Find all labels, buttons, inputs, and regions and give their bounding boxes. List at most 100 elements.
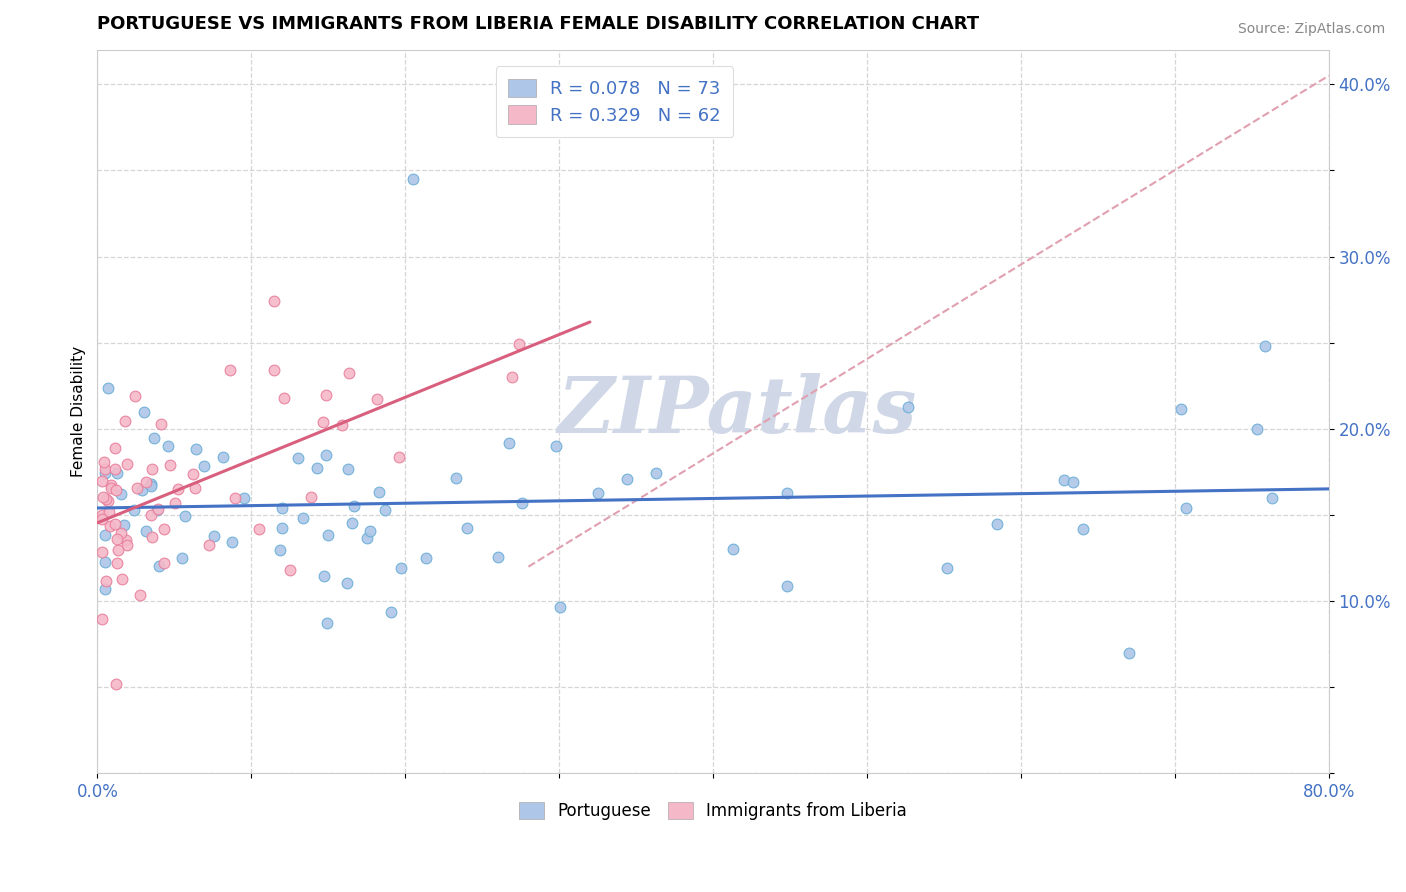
Point <box>721 541 744 556</box>
Point <box>131 483 153 497</box>
Point <box>94 466 117 480</box>
Point <box>342 499 364 513</box>
Point <box>616 472 638 486</box>
Point <box>311 416 333 430</box>
Point <box>105 557 128 571</box>
Point <box>548 599 571 614</box>
Point <box>163 496 186 510</box>
Point <box>198 538 221 552</box>
Point <box>96 492 118 507</box>
Point <box>167 482 190 496</box>
Point <box>1261 491 1284 505</box>
Point <box>1071 522 1094 536</box>
Point <box>263 363 285 377</box>
Point <box>315 388 337 402</box>
Point <box>148 502 170 516</box>
Point <box>135 524 157 538</box>
Point <box>156 439 179 453</box>
Point <box>122 503 145 517</box>
Legend: Portuguese, Immigrants from Liberia: Portuguese, Immigrants from Liberia <box>512 795 914 827</box>
Point <box>315 448 337 462</box>
Point <box>287 450 309 465</box>
Point <box>111 572 134 586</box>
Point <box>389 561 412 575</box>
Point <box>588 485 610 500</box>
Point <box>91 612 114 626</box>
Point <box>307 460 329 475</box>
Point <box>312 569 335 583</box>
Point <box>107 532 129 546</box>
Point <box>128 588 150 602</box>
Point <box>1170 401 1192 416</box>
Point <box>104 441 127 455</box>
Point <box>91 490 114 504</box>
Point <box>183 467 205 481</box>
Point <box>330 418 353 433</box>
Point <box>94 582 117 596</box>
Point <box>124 389 146 403</box>
Point <box>148 558 170 573</box>
Point <box>299 491 322 505</box>
Point <box>546 439 568 453</box>
Point <box>91 474 114 488</box>
Point <box>211 450 233 464</box>
Point <box>97 494 120 508</box>
Point <box>149 417 172 432</box>
Point <box>114 414 136 428</box>
Point <box>1118 646 1140 660</box>
Point <box>115 457 138 471</box>
Point <box>100 477 122 491</box>
Point <box>935 560 957 574</box>
Point <box>115 533 138 547</box>
Point <box>498 436 520 450</box>
Point <box>143 431 166 445</box>
Point <box>366 392 388 406</box>
Point <box>125 481 148 495</box>
Point <box>173 508 195 523</box>
Point <box>367 485 389 500</box>
Point <box>107 466 129 480</box>
Point <box>183 481 205 495</box>
Point <box>359 524 381 538</box>
Point <box>107 542 129 557</box>
Text: Source: ZipAtlas.com: Source: ZipAtlas.com <box>1237 22 1385 37</box>
Point <box>776 579 799 593</box>
Point <box>104 677 127 691</box>
Point <box>94 528 117 542</box>
Point <box>508 337 530 351</box>
Text: PORTUGUESE VS IMMIGRANTS FROM LIBERIA FEMALE DISABILITY CORRELATION CHART: PORTUGUESE VS IMMIGRANTS FROM LIBERIA FE… <box>97 15 980 33</box>
Point <box>897 401 920 415</box>
Point <box>356 531 378 545</box>
Point <box>247 522 270 536</box>
Point <box>510 496 533 510</box>
Point <box>104 461 127 475</box>
Point <box>402 172 425 186</box>
Point <box>193 459 215 474</box>
Point <box>159 458 181 472</box>
Point <box>153 556 176 570</box>
Point <box>132 405 155 419</box>
Point <box>278 563 301 577</box>
Point <box>146 503 169 517</box>
Point <box>271 520 294 534</box>
Point <box>172 550 194 565</box>
Y-axis label: Female Disability: Female Disability <box>72 346 86 477</box>
Point <box>105 483 128 497</box>
Point <box>374 503 396 517</box>
Point <box>233 491 256 506</box>
Point <box>273 391 295 405</box>
Point <box>91 544 114 558</box>
Point <box>153 522 176 536</box>
Point <box>1063 475 1085 490</box>
Point <box>104 516 127 531</box>
Point <box>415 550 437 565</box>
Point <box>1175 501 1198 516</box>
Point <box>186 442 208 456</box>
Point <box>139 479 162 493</box>
Point <box>336 575 359 590</box>
Point <box>224 491 246 505</box>
Point <box>141 462 163 476</box>
Point <box>380 605 402 619</box>
Point <box>316 528 339 542</box>
Point <box>269 543 291 558</box>
